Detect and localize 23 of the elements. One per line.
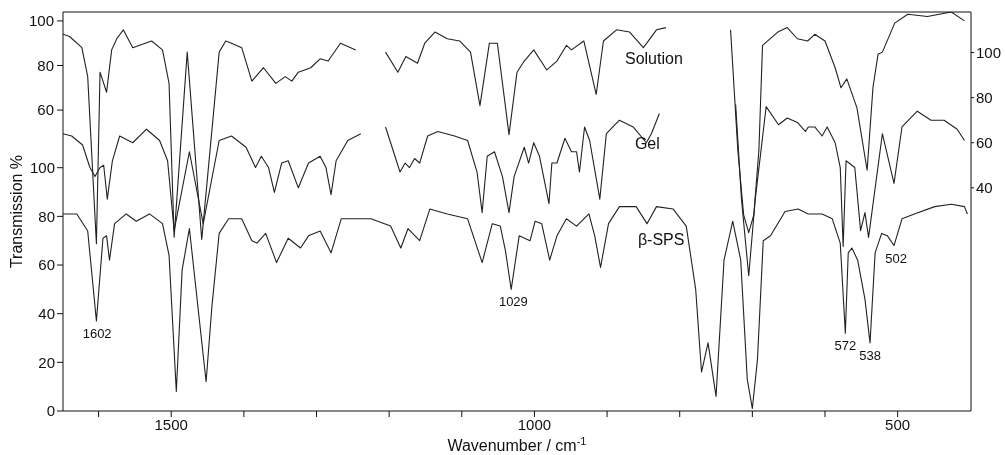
y-tick-label: 80 [38,207,55,225]
annotation: 502 [885,250,908,266]
series-label: Solution [625,49,683,67]
annotation: 1029 [498,294,528,310]
y-tick-label: 20 [38,353,55,371]
x-axis-title: Wavenumber / cm$^{-1}$ [447,435,587,454]
y-tick-label: 40 [38,305,55,323]
series-label: β-SPS [637,231,685,249]
x-tick-label: 1000 [517,415,552,433]
annotation: 572 [834,338,857,354]
x-tick-label: 500 [885,415,911,433]
y-tick-label: 60 [38,256,55,274]
y2-tick-label: 80 [976,88,993,106]
y-tick-label: 100 [29,159,55,177]
x-tick-label: 1500 [154,415,188,433]
y-axis-title: Transmission % [8,154,25,269]
y-tick-label: 0 [46,402,55,420]
y2-tick-label: 100 [976,43,1002,61]
annotation: 1602 [82,325,112,341]
annotation: 538 [859,347,881,363]
y2-tick-label: 60 [976,134,993,152]
series-label: Gel [634,135,660,153]
y2-tick-label: 40 [976,179,993,197]
